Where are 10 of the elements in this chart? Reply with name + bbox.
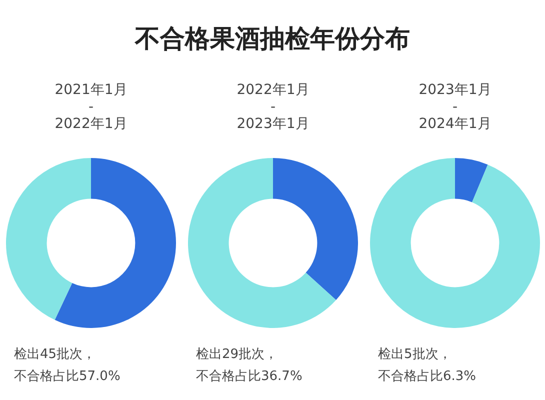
text: 不合格果酒抽检年份分布 (134, 23, 411, 55)
text: 检出45批次， (14, 346, 96, 364)
text: 检出5批次， (378, 346, 452, 364)
text: 不合格占比36.7% (196, 368, 302, 386)
chart-subtitle: 2022年1月 - 2023年1月 (236, 82, 310, 133)
text: 不合格占比6.3% (378, 368, 476, 386)
chart-subtitle: 2023年1月 - 2024年1月 (418, 82, 492, 133)
text: 检出29批次， (196, 346, 278, 364)
chart-subtitle: 2021年1月 - 2022年1月 (54, 82, 128, 133)
text: 不合格占比57.0% (14, 368, 120, 386)
